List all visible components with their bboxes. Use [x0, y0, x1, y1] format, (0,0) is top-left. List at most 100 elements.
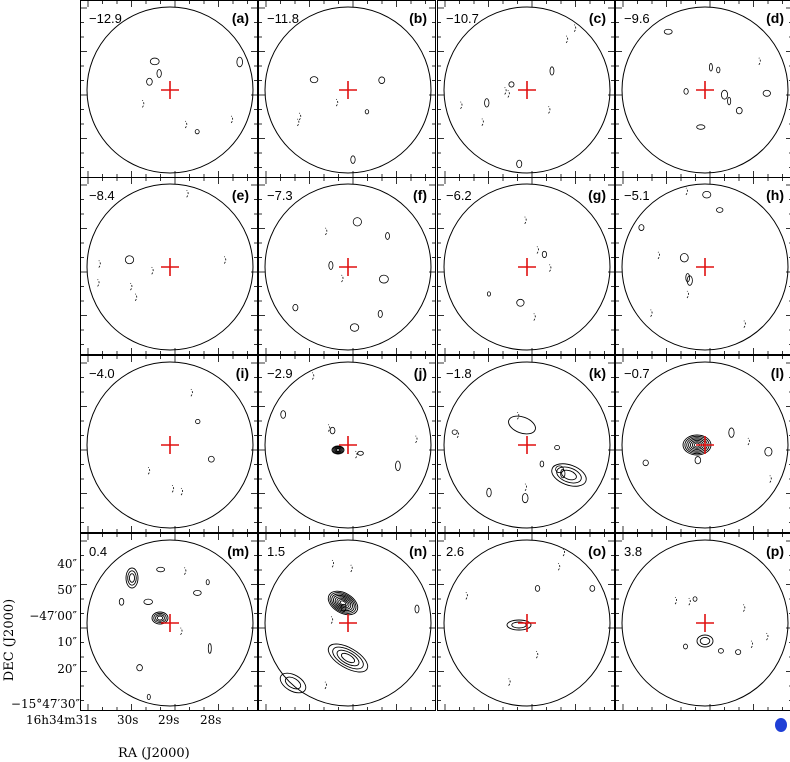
negative-contour [573, 24, 577, 32]
negative-contour [769, 475, 772, 483]
noise-contour [352, 217, 362, 227]
negative-contour [688, 597, 691, 606]
noise-contour [716, 66, 721, 74]
negative-contour [747, 437, 750, 446]
channel-panel: 2.6 (o) [437, 533, 615, 711]
noise-contour [357, 450, 364, 456]
noise-contour [207, 643, 212, 654]
negative-contour [481, 118, 484, 126]
noise-contour [663, 28, 673, 35]
noise-contour [378, 76, 386, 84]
noise-contour [534, 585, 541, 592]
velocity-label: −12.9 [89, 11, 122, 26]
negative-contour [758, 57, 761, 66]
noise-contour [414, 604, 420, 614]
noise-contour [727, 96, 732, 106]
noise-contour [709, 63, 713, 72]
emission-contour [153, 612, 167, 624]
primary-beam-circle [86, 183, 254, 351]
panel-frame [615, 177, 790, 355]
primary-beam-circle [264, 6, 432, 174]
emission-contour [551, 463, 587, 487]
emission-contour [333, 594, 353, 612]
primary-beam-circle [264, 361, 432, 529]
negative-contour [743, 604, 746, 612]
noise-contour [309, 76, 319, 84]
negative-contour [324, 681, 327, 690]
emission-contour [336, 597, 350, 609]
negative-contour [298, 112, 302, 121]
channel-panel: −11.8 (b) [258, 0, 436, 178]
noise-contour [486, 291, 491, 297]
emission-contour [279, 672, 307, 694]
negative-contour [508, 678, 511, 686]
emission-contour [338, 599, 348, 607]
noise-contour [716, 207, 724, 213]
noise-contour [549, 66, 555, 76]
negative-contour [766, 632, 769, 641]
channel-panel: −5.1 (h) [615, 177, 790, 355]
noise-contour [395, 460, 401, 472]
emission-contour [125, 567, 139, 589]
negative-contour [190, 388, 193, 397]
negative-contour [325, 227, 328, 236]
panel-frame [80, 355, 258, 533]
negative-contour [557, 562, 561, 571]
negative-contour [142, 100, 145, 108]
primary-beam-circle [264, 183, 432, 351]
noise-contour [136, 664, 143, 672]
channel-panel: −0.7 (l) [615, 355, 790, 533]
velocity-label: −10.7 [446, 11, 479, 26]
noise-contour [762, 89, 771, 97]
x-axis-label: RA (J2000) [118, 746, 190, 761]
velocity-label: 0.4 [89, 544, 107, 559]
panel-letter: (g) [588, 187, 606, 203]
primary-beam-circle [443, 539, 611, 707]
channel-panel: −4.0 (i) [80, 355, 258, 533]
panel-frame [615, 533, 790, 711]
emission-contour [327, 643, 369, 673]
negative-contour [460, 101, 463, 109]
primary-beam-circle [443, 6, 611, 174]
noise-contour [638, 224, 645, 231]
emission-contour [284, 676, 302, 690]
panel-letter: (k) [589, 365, 606, 381]
noise-contour [728, 427, 735, 438]
channel-panel: −1.8 (k) [437, 355, 615, 533]
primary-beam-circle [621, 361, 789, 529]
negative-contour [171, 485, 175, 493]
noise-contour [696, 124, 706, 130]
noise-contour [484, 98, 490, 108]
emission-contour [327, 590, 359, 616]
negative-contour [350, 564, 353, 573]
beam-ellipse [775, 718, 787, 732]
noise-contour [685, 273, 690, 283]
noise-contour [350, 155, 356, 164]
panel-frame [80, 0, 258, 178]
negative-contour [674, 596, 678, 605]
negative-contour [147, 467, 151, 475]
noise-contour [194, 129, 200, 135]
emission-contour [334, 447, 342, 453]
noise-contour [539, 460, 545, 468]
noise-contour [385, 232, 390, 240]
panel-letter: (l) [771, 365, 784, 381]
noise-contour [686, 275, 693, 286]
noise-contour [118, 598, 125, 606]
emission-contour [699, 636, 711, 646]
emission-contour [156, 615, 164, 621]
panels-grid: −12.9 (a) −11.8 (b) −10.7 (c) −9.6 (d) −8.4 (e) −7… [80, 0, 790, 711]
panel-frame [258, 355, 436, 533]
negative-contour [549, 264, 552, 272]
x-tick-30s: 30s [117, 713, 138, 727]
negative-contour [98, 260, 101, 268]
panel-letter: (i) [236, 365, 249, 381]
noise-contour [329, 426, 336, 435]
primary-beam-circle [621, 183, 789, 351]
negative-contour [533, 313, 536, 321]
panel-frame [437, 533, 615, 711]
negative-contour [151, 266, 154, 275]
negative-contour [327, 424, 331, 432]
noise-contour [702, 190, 712, 199]
